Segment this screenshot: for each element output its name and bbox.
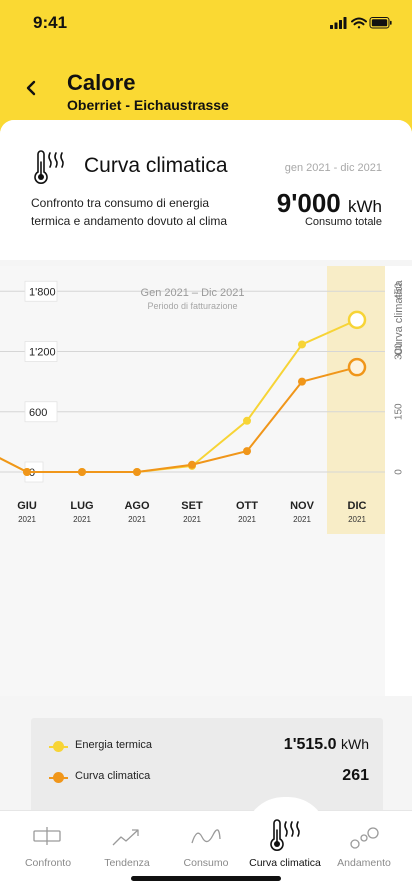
y2-axis-label: Curva climatica xyxy=(393,280,405,356)
status-icons xyxy=(330,16,392,35)
chart-title: Gen 2021 – Dic 2021 xyxy=(140,287,245,299)
x-tick-year: 2021 xyxy=(73,515,91,524)
series-point xyxy=(23,468,31,476)
legend-dot xyxy=(53,772,64,783)
total-label: Consumo totale xyxy=(304,216,382,228)
series-point-highlight xyxy=(347,357,367,377)
legend-label: Energia termica xyxy=(75,739,153,751)
status-time: 9:41 xyxy=(33,13,68,32)
period-label: gen 2021 - dic 2021 xyxy=(284,162,382,174)
page-title: Calore xyxy=(67,70,136,95)
thermometer-heat-icon xyxy=(270,819,300,851)
card-title: Curva climatica xyxy=(84,154,228,177)
tab-label: Curva climatica xyxy=(249,857,321,869)
x-tick-label: NOV xyxy=(290,500,315,512)
y-tick-label: 600 xyxy=(29,407,47,419)
legend-item-energia: Energia termica 1'515.0 kWh xyxy=(49,736,369,756)
x-tick-label: SET xyxy=(181,500,203,512)
y2-tick-label: 300 xyxy=(394,343,405,360)
legend-value-number: 1'515.0 xyxy=(283,736,337,753)
x-tick-label: DIC xyxy=(348,500,367,512)
trend-icon xyxy=(112,829,139,846)
x-tick-year: 2021 xyxy=(238,515,256,524)
chart-legend: Energia termica 1'515.0 kWh Curva climat… xyxy=(31,718,383,818)
battery-icon xyxy=(369,17,392,29)
series-line-1 xyxy=(0,366,358,473)
series-point xyxy=(298,377,306,386)
content-card: Curva climatica gen 2021 - dic 2021 Conf… xyxy=(0,120,412,890)
signal-icon xyxy=(330,17,347,29)
tab-label: Tendenza xyxy=(104,857,150,869)
tab-tendenza[interactable]: Tendenza xyxy=(86,811,168,881)
app-header: 9:41 xyxy=(0,0,412,140)
right-axis-band xyxy=(385,266,412,696)
tab-label: Andamento xyxy=(337,857,391,869)
tab-consumo[interactable]: Consumo xyxy=(165,811,247,881)
tab-andamento[interactable]: Andamento xyxy=(323,811,405,881)
legend-label: Curva climatica xyxy=(75,770,151,782)
y2-tick-label: 450 xyxy=(394,282,405,299)
consumption-wave-icon xyxy=(191,829,221,844)
wifi-icon xyxy=(351,17,367,29)
x-tick-year: 2021 xyxy=(128,515,146,524)
summary-panel: Curva climatica gen 2021 - dic 2021 Conf… xyxy=(0,120,412,260)
y-tick-box xyxy=(24,280,58,302)
chart-background xyxy=(0,266,385,696)
back-button[interactable] xyxy=(20,74,44,102)
series-point xyxy=(243,447,251,456)
legend-value: 1'515.0 kWh xyxy=(284,736,369,754)
x-tick-label: GIU xyxy=(17,500,37,512)
bubbles-icon xyxy=(350,827,379,849)
tab-confronto[interactable]: Confronto xyxy=(7,811,89,881)
chart-subtitle: Periodo di fatturazione xyxy=(147,301,238,311)
series-point xyxy=(133,468,141,476)
y2-tick-label: 150 xyxy=(394,403,405,420)
series-point-highlight xyxy=(347,310,367,330)
y-tick-box xyxy=(24,341,58,362)
chevron-left-icon xyxy=(26,80,36,96)
total-value: 9'000 xyxy=(276,188,341,218)
card-description: Confronto tra consumo di energia termica… xyxy=(31,196,228,228)
x-tick-label: OTT xyxy=(236,500,258,512)
legend-value: 261 xyxy=(342,767,369,785)
legend-dot xyxy=(53,741,64,752)
x-tick-year: 2021 xyxy=(18,515,36,524)
status-bar: 9:41 xyxy=(0,0,412,48)
x-tick-label: LUG xyxy=(70,500,93,512)
tab-curva-climatica[interactable]: Curva climatica xyxy=(244,811,326,881)
thermometer-heat-icon xyxy=(30,150,70,191)
chart-svg[interactable]: Consumo(kWh)06001'2001'8002'400015030045… xyxy=(0,189,412,696)
x-tick-year: 2021 xyxy=(348,515,366,524)
x-tick-year: 2021 xyxy=(183,515,201,524)
highlight-column xyxy=(327,231,385,534)
series-point xyxy=(243,416,251,425)
total-consumption: 9'000 kWh xyxy=(277,188,382,219)
series-point xyxy=(188,460,196,469)
legend-value-number: 261 xyxy=(342,767,369,784)
x-tick-year: 2021 xyxy=(293,515,311,524)
y2-tick-label: 0 xyxy=(394,469,405,475)
tab-label: Confronto xyxy=(24,857,72,869)
total-unit: kWh xyxy=(348,197,382,216)
tab-label: Consumo xyxy=(183,857,229,869)
y-tick-label: 1'800 xyxy=(29,286,56,298)
home-indicator xyxy=(131,876,281,881)
climate-chart[interactable]: Consumo(kWh)06001'2001'8002'400015030045… xyxy=(0,189,412,696)
x-tick-label: AGO xyxy=(124,500,150,512)
legend-item-curva: Curva climatica 261 xyxy=(49,767,369,787)
series-point xyxy=(298,340,306,349)
series-point xyxy=(78,468,86,476)
y-tick-box xyxy=(24,401,58,423)
y-tick-label: 1'200 xyxy=(29,347,56,359)
legend-value-unit: kWh xyxy=(341,736,369,752)
compare-icon xyxy=(33,827,61,845)
page-subtitle: Oberriet - Eichaustrasse xyxy=(67,97,229,113)
